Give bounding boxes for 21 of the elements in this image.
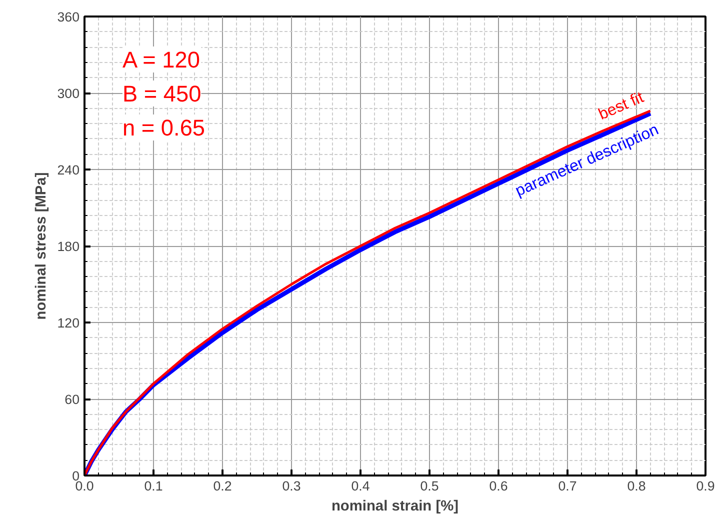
x-tick-label: 0.1 [144, 478, 163, 494]
annotation: B = 450 [122, 80, 202, 106]
y-tick-label: 300 [57, 86, 80, 101]
y-axis-title: nominal stress [MPa] [33, 172, 50, 320]
x-tick-label: 0.4 [351, 478, 370, 494]
annotation: A = 120 [122, 46, 200, 72]
text: best fit [596, 89, 647, 124]
x-tick-label: 0.9 [696, 478, 715, 494]
x-tick-label: 0.8 [627, 478, 646, 494]
y-tick-label: 360 [57, 10, 80, 24]
x-tick-label: 0.7 [558, 478, 577, 494]
x-tick-label: 0.2 [213, 478, 232, 494]
x-tick-label: 0.3 [282, 478, 301, 494]
y-tick-label: 120 [57, 316, 80, 330]
x-axis-title: nominal strain [%] [331, 498, 459, 514]
annotation: n = 0.65 [122, 114, 206, 140]
y-tick-label: 240 [57, 162, 80, 178]
y-tick-label: 180 [57, 239, 80, 254]
y-tick-label: 60 [64, 392, 80, 407]
x-tick-label: 0.6 [489, 478, 508, 494]
x-tick-label: 0.5 [420, 478, 439, 494]
